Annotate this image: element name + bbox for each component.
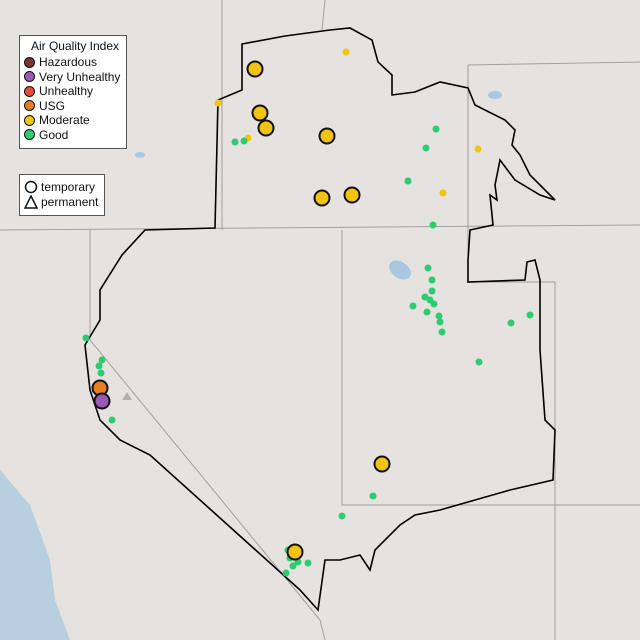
monitor-marker-good[interactable] <box>98 356 106 364</box>
shape-legend-temporary: temporary <box>24 180 104 195</box>
legend-label: USG <box>39 98 66 113</box>
monitor-marker-good[interactable] <box>429 221 437 229</box>
monitor-marker-good[interactable] <box>430 300 438 308</box>
monitor-marker-moderate[interactable] <box>214 99 222 107</box>
monitor-marker-good[interactable] <box>428 287 436 295</box>
monitor-marker-moderate[interactable] <box>251 104 269 122</box>
monitor-marker-good[interactable] <box>82 334 90 342</box>
monitor-marker-good[interactable] <box>108 416 116 424</box>
legend-label: Very Unhealthy <box>39 69 121 84</box>
monitor-marker-good[interactable] <box>423 308 431 316</box>
legend-swatch <box>24 114 35 126</box>
shape-legend-permanent: permanent <box>24 194 104 210</box>
legend-swatch <box>24 71 35 83</box>
monitor-marker-good[interactable] <box>475 358 483 366</box>
monitor-marker-good[interactable] <box>428 276 436 284</box>
monitor-marker-good[interactable] <box>435 312 443 320</box>
monitor-marker-moderate[interactable] <box>257 119 275 137</box>
legend-label: Hazardous <box>39 55 98 70</box>
water-bodies <box>135 91 502 280</box>
aqi-legend-title: Air Quality Index <box>30 39 120 53</box>
legend-label: Unhealthy <box>39 84 94 99</box>
region-boundary <box>84 27 556 612</box>
legend-item-very-unhealthy: Very Unhealthy <box>24 70 126 85</box>
legend-swatch <box>24 85 35 97</box>
monitor-markers <box>82 48 534 577</box>
monitor-marker-good[interactable] <box>338 512 346 520</box>
shape-legend: temporary permanent <box>19 174 105 216</box>
legend-item-unhealthy: Unhealthy <box>24 84 126 99</box>
permanent-label: permanent <box>41 194 99 209</box>
monitor-marker-moderate[interactable] <box>318 127 336 145</box>
monitor-marker-good[interactable] <box>240 137 248 145</box>
monitor-marker-good[interactable] <box>422 144 430 152</box>
monitor-marker-good[interactable] <box>97 369 105 377</box>
circle-icon <box>24 181 38 194</box>
monitor-marker-good[interactable] <box>404 177 412 185</box>
monitor-marker-good[interactable] <box>438 328 446 336</box>
aqi-legend: Air Quality Index Hazardous Very Unhealth… <box>19 35 127 149</box>
monitor-marker-moderate[interactable] <box>474 145 482 153</box>
legend-swatch <box>24 56 35 68</box>
permanent-monitor-marker[interactable] <box>122 392 132 400</box>
monitor-marker-moderate[interactable] <box>439 189 447 197</box>
monitor-marker-good[interactable] <box>95 362 103 370</box>
monitor-marker-good[interactable] <box>526 311 534 319</box>
temporary-label: temporary <box>41 180 96 195</box>
monitor-marker-moderate[interactable] <box>313 189 331 207</box>
monitor-marker-moderate[interactable] <box>343 186 361 204</box>
monitor-marker-good[interactable] <box>304 559 312 567</box>
monitor-marker-good[interactable] <box>432 125 440 133</box>
legend-item-moderate: Moderate <box>24 113 126 128</box>
monitor-marker-good[interactable] <box>409 302 417 310</box>
monitor-marker-good[interactable] <box>424 264 432 272</box>
legend-label: Moderate <box>39 113 90 128</box>
legend-label: Good <box>39 127 69 142</box>
monitor-marker-good[interactable] <box>289 562 297 570</box>
monitor-marker-good[interactable] <box>436 318 444 326</box>
monitor-marker-good[interactable] <box>231 138 239 146</box>
monitor-marker-very-unhealthy[interactable] <box>93 392 111 410</box>
triangle-icon <box>24 194 38 209</box>
legend-item-good: Good <box>24 128 126 143</box>
monitor-marker-moderate[interactable] <box>286 543 304 561</box>
monitor-marker-good[interactable] <box>369 492 377 500</box>
monitor-marker-good[interactable] <box>282 569 290 577</box>
legend-swatch <box>24 100 35 112</box>
monitor-marker-moderate[interactable] <box>373 455 391 473</box>
legend-swatch <box>24 129 35 141</box>
monitor-marker-moderate[interactable] <box>342 48 350 56</box>
monitor-marker-moderate[interactable] <box>246 60 264 78</box>
monitor-marker-good[interactable] <box>507 319 515 327</box>
legend-item-hazardous: Hazardous <box>24 55 126 70</box>
ocean <box>0 470 70 640</box>
legend-item-usg: USG <box>24 99 126 114</box>
